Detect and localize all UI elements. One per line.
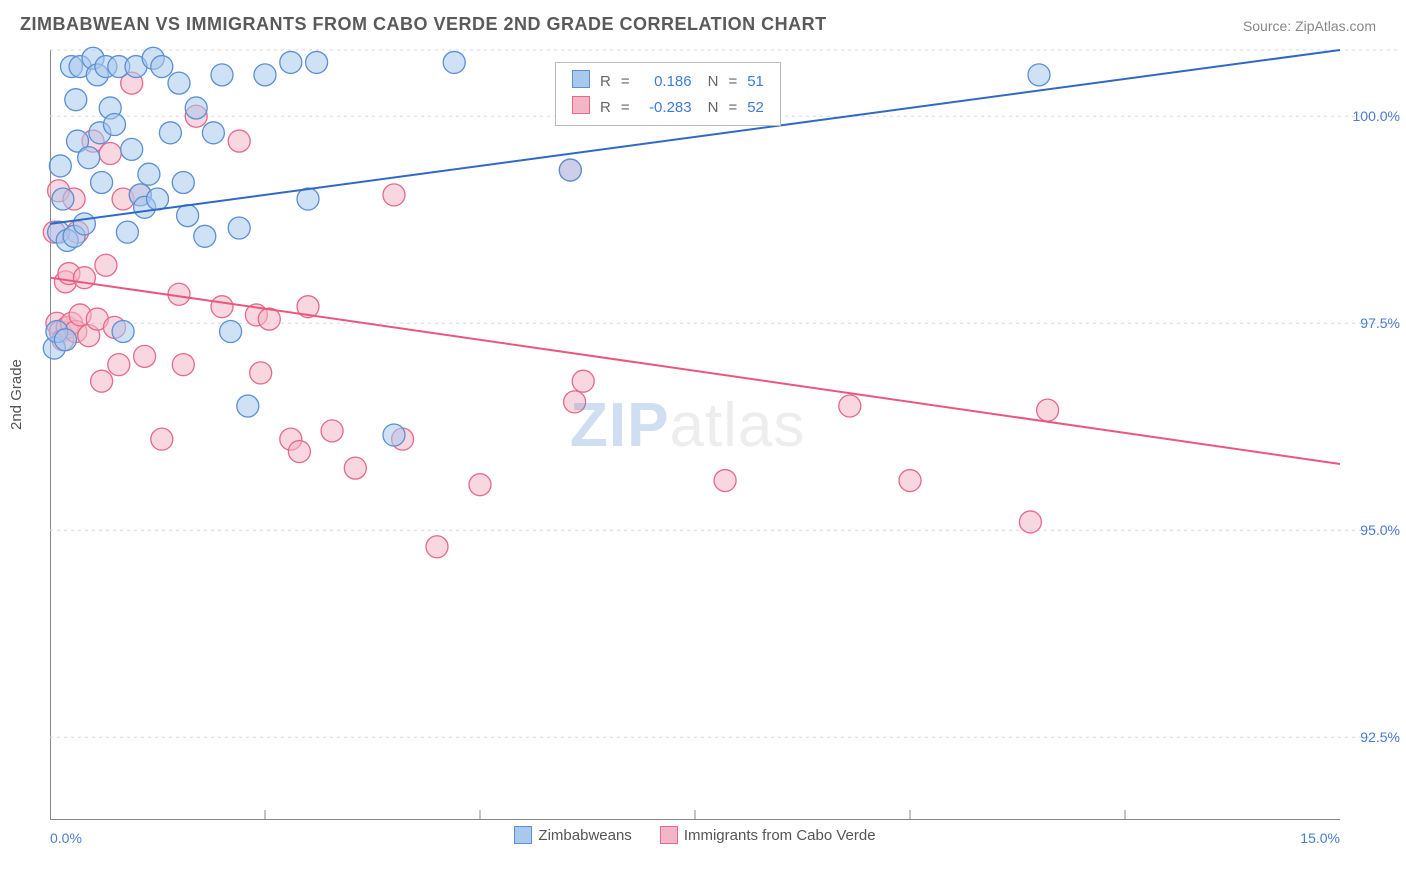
legend-label-0: Zimbabweans [538,827,631,844]
source-prefix: Source: [1243,18,1291,34]
source-name: ZipAtlas.com [1295,18,1376,34]
legend-swatch-1 [660,826,678,844]
stats-row: R=0.186N=51 [568,69,768,93]
bottom-legend: Zimbabweans Immigrants from Cabo Verde [50,826,1340,844]
svg-text:95.0%: 95.0% [1360,522,1400,538]
source-label: Source: ZipAtlas.com [1243,18,1376,34]
chart-title: ZIMBABWEAN VS IMMIGRANTS FROM CABO VERDE… [20,14,827,35]
stats-row: R=-0.283N=52 [568,95,768,119]
svg-text:97.5%: 97.5% [1360,315,1400,331]
svg-text:92.5%: 92.5% [1360,729,1400,745]
stats-box: R=0.186N=51R=-0.283N=52 [555,62,781,126]
y-axis-label: 2nd Grade [8,359,25,430]
legend-swatch-0 [514,826,532,844]
legend-item-0: Zimbabweans [514,826,631,844]
chart-svg: 92.5%95.0%97.5%100.0% [50,50,1340,820]
stats-table: R=0.186N=51R=-0.283N=52 [566,67,770,121]
legend-label-1: Immigrants from Cabo Verde [684,827,876,844]
svg-text:100.0%: 100.0% [1353,108,1400,124]
legend-item-1: Immigrants from Cabo Verde [660,826,876,844]
